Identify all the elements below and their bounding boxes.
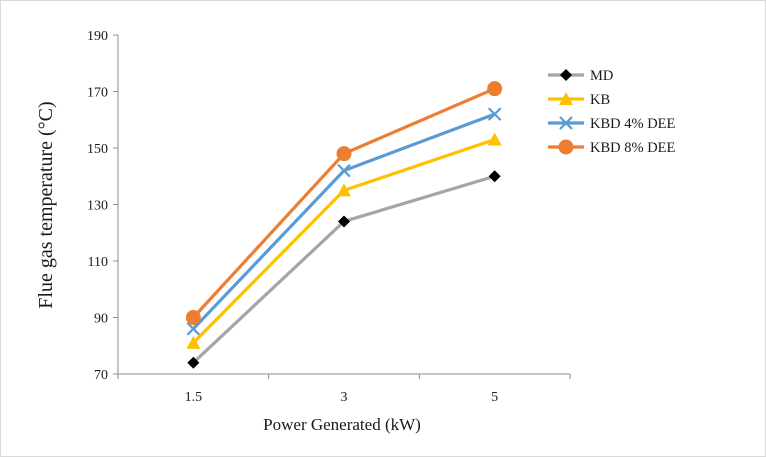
y-tick-label: 110 bbox=[88, 255, 108, 270]
series-kb bbox=[186, 132, 502, 349]
data-point-kb bbox=[487, 132, 502, 146]
y-tick-label: 130 bbox=[87, 199, 108, 214]
data-point-kbd-8-dee bbox=[487, 81, 503, 97]
series-layer bbox=[185, 81, 503, 369]
legend-marker bbox=[558, 139, 574, 155]
legend-label: KBD 4% DEE bbox=[590, 116, 676, 132]
y-tick-label: 170 bbox=[87, 86, 108, 101]
series-kbd-4-dee bbox=[186, 107, 502, 336]
legend-label: KBD 8% DEE bbox=[590, 140, 676, 156]
data-point-kbd-4-dee bbox=[337, 163, 351, 178]
y-tick-label: 70 bbox=[94, 368, 108, 383]
data-point-kbd-4-dee-stroke bbox=[337, 163, 351, 178]
data-point-kbd-8-dee bbox=[336, 146, 352, 162]
y-tick-label: 90 bbox=[94, 312, 108, 327]
legend: MD KB KBD 4% DEE KBD 8% DEE bbox=[548, 68, 676, 156]
data-point-md bbox=[488, 170, 501, 183]
data-point-kbd-4-dee bbox=[487, 107, 502, 121]
data-point-kbd-8-dee bbox=[185, 310, 201, 325]
legend-item-kbd-4-dee: KBD 4% DEE bbox=[548, 116, 676, 132]
legend-marker bbox=[560, 69, 572, 81]
series-kbd-8-dee bbox=[185, 81, 503, 325]
legend-label: KB bbox=[590, 92, 610, 108]
axes: 70 90 110 130 150 170 190 1.5 3 5 bbox=[87, 29, 571, 405]
x-axis-title: Power Generated (kW) bbox=[263, 415, 421, 434]
data-point-kb bbox=[186, 335, 201, 349]
data-point-kbd-4-dee bbox=[186, 322, 201, 336]
data-point-kb bbox=[337, 183, 351, 197]
x-tick-label: 5 bbox=[491, 390, 498, 405]
legend-label: MD bbox=[590, 68, 613, 84]
series-md bbox=[187, 170, 501, 369]
data-point-kbd-4-dee-stroke bbox=[186, 322, 201, 336]
y-tick-label: 150 bbox=[87, 142, 108, 157]
legend-marker bbox=[559, 116, 573, 130]
x-tick-label: 3 bbox=[341, 390, 348, 405]
data-point-md bbox=[338, 215, 350, 228]
y-tick-label: 190 bbox=[87, 29, 108, 44]
data-point-kbd-4-dee-stroke bbox=[487, 107, 502, 121]
legend-item-kb: KB bbox=[548, 92, 610, 108]
y-axis-title: Flue gas temperature (°C) bbox=[35, 101, 57, 308]
data-point-md bbox=[187, 356, 200, 369]
x-tick-label: 1.5 bbox=[185, 390, 203, 405]
legend-marker bbox=[559, 92, 573, 105]
legend-marker-stroke bbox=[559, 116, 573, 130]
legend-item-kbd-8-dee: KBD 8% DEE bbox=[548, 139, 676, 156]
legend-item-md: MD bbox=[548, 68, 613, 84]
